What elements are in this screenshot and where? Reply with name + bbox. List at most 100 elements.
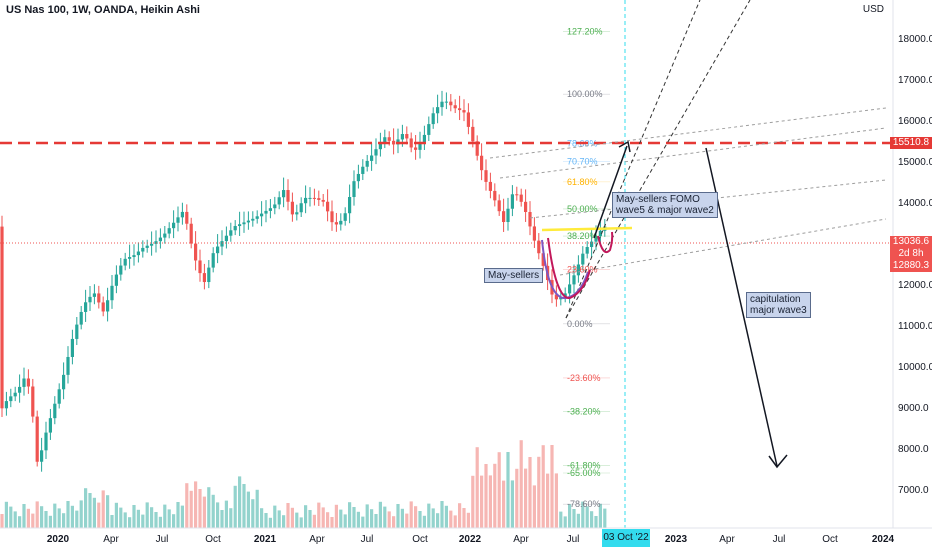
volume-bar bbox=[92, 497, 96, 528]
channel-1 bbox=[489, 107, 887, 159]
annotation-fomo[interactable]: May-sellers FOMO wave5 & major wave2 bbox=[612, 192, 718, 218]
volume-bar bbox=[453, 515, 457, 528]
volume-bar bbox=[308, 510, 312, 528]
candle-body bbox=[480, 155, 484, 171]
candle-body bbox=[194, 243, 198, 261]
candle-body bbox=[462, 110, 466, 113]
volume-bar bbox=[317, 502, 321, 528]
candle-body bbox=[594, 236, 598, 242]
candle-body bbox=[295, 212, 299, 215]
volume-bar bbox=[321, 507, 325, 528]
volume-bar bbox=[57, 508, 61, 528]
volume-bar bbox=[40, 506, 44, 528]
candle-body bbox=[352, 181, 356, 197]
candle-body bbox=[57, 389, 61, 404]
time-tick-label: Oct bbox=[205, 534, 221, 545]
low-price-tag: 12880.3 bbox=[890, 260, 932, 272]
candle-body bbox=[106, 300, 110, 312]
volume-bar bbox=[277, 510, 281, 528]
volume-bar bbox=[519, 440, 523, 528]
volume-bar bbox=[585, 506, 589, 528]
candle-body bbox=[581, 253, 585, 265]
candle-body bbox=[180, 211, 184, 218]
volume-bar bbox=[348, 502, 352, 528]
candle-body bbox=[79, 311, 83, 325]
volume-bar bbox=[458, 503, 462, 528]
volume-bar bbox=[387, 511, 391, 528]
time-tick-label: Oct bbox=[822, 534, 838, 545]
candle-body bbox=[97, 293, 101, 303]
volume-bar bbox=[202, 496, 206, 528]
candle-body bbox=[167, 228, 171, 234]
chart-title: US Nas 100, 1W, OANDA, Heikin Ashi bbox=[6, 4, 200, 16]
volume-bar bbox=[141, 514, 145, 528]
time-axis: 2020 Apr Jul Oct 2021 Apr Jul Oct 2022 Apr Jul 2023… bbox=[47, 534, 895, 545]
candle-body bbox=[330, 211, 334, 223]
time-tick-label: Jul bbox=[567, 534, 580, 545]
volume-bar bbox=[48, 515, 52, 528]
candle-body bbox=[119, 265, 123, 275]
volume-bar bbox=[550, 445, 554, 528]
candle-body bbox=[264, 210, 268, 214]
volume-bar bbox=[409, 501, 413, 528]
candle-body bbox=[532, 226, 536, 241]
time-tick-label: Apr bbox=[719, 534, 735, 545]
candle-body bbox=[400, 134, 404, 140]
candle-body bbox=[343, 213, 347, 221]
volume-bar bbox=[528, 457, 532, 528]
volume-bar bbox=[224, 500, 228, 528]
candle-body bbox=[519, 194, 523, 202]
candle-body bbox=[405, 134, 409, 139]
price-tick-label: 15000.0 bbox=[898, 157, 932, 168]
candle-body bbox=[216, 246, 220, 254]
candle-body bbox=[502, 211, 506, 223]
price-tick-label: 11000.0 bbox=[898, 321, 932, 332]
volume-bar bbox=[431, 508, 435, 528]
volume-bar bbox=[312, 514, 316, 528]
volume-bar bbox=[598, 503, 602, 528]
volume-bar bbox=[563, 516, 567, 528]
volume-bar bbox=[268, 517, 272, 528]
candle-body bbox=[4, 401, 8, 409]
volume-bar bbox=[449, 510, 453, 528]
volume-bar bbox=[26, 508, 30, 528]
price-tick-label: 8000.0 bbox=[898, 444, 929, 455]
time-tick-label: 2023 bbox=[665, 534, 688, 545]
candle-body bbox=[339, 220, 343, 225]
candle-body bbox=[273, 204, 277, 209]
fib-label: 50.00% bbox=[567, 204, 598, 214]
candle-body bbox=[246, 220, 250, 223]
candle-body bbox=[444, 101, 448, 103]
candle-body bbox=[312, 197, 316, 199]
volume-bar bbox=[110, 515, 114, 528]
candle-body bbox=[207, 267, 211, 283]
volume-bar bbox=[75, 510, 79, 528]
volume-bar bbox=[273, 505, 277, 528]
volume-bar bbox=[180, 505, 184, 528]
volume-bar bbox=[189, 490, 193, 528]
annotation-may-sellers[interactable]: May-sellers bbox=[484, 268, 544, 283]
candle-body bbox=[361, 166, 365, 174]
volume-bar bbox=[101, 490, 105, 528]
volume-bar bbox=[163, 504, 167, 528]
volume-bar bbox=[471, 475, 475, 528]
time-tick-label: 2024 bbox=[872, 534, 895, 545]
volume-bar bbox=[541, 445, 545, 528]
volume-bar bbox=[537, 456, 541, 528]
fib-label: 100.00% bbox=[567, 89, 603, 99]
volume-bar bbox=[339, 509, 343, 528]
volume-bar bbox=[383, 506, 387, 528]
candle-body bbox=[414, 147, 418, 150]
annotation-capitulation[interactable]: capitulation major wave3 bbox=[746, 292, 811, 318]
arrow-up-head bbox=[618, 140, 631, 153]
candle-body bbox=[185, 211, 189, 224]
volume-bar bbox=[334, 504, 338, 528]
candle-body bbox=[92, 293, 96, 297]
fib-label: 61.80% bbox=[567, 177, 598, 187]
time-tick-label: 2022 bbox=[459, 534, 482, 545]
fib-label: -23.60% bbox=[567, 373, 601, 383]
volume-bar bbox=[13, 511, 17, 528]
volume-bar bbox=[53, 503, 57, 528]
candle-body bbox=[449, 101, 453, 106]
